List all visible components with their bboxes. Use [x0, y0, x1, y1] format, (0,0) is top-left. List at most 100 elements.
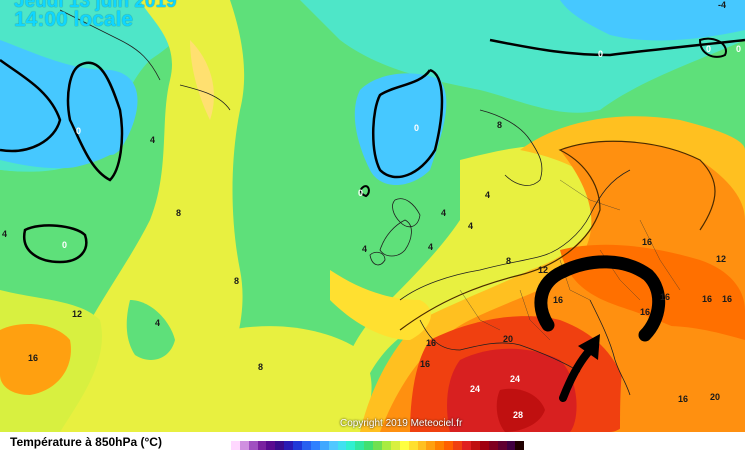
- legend-swatch: [222, 441, 231, 450]
- legend-swatch: [257, 441, 267, 450]
- legend-swatch: [293, 441, 303, 450]
- legend-swatch: [284, 441, 294, 450]
- contour-label: 4: [468, 221, 473, 231]
- legend-swatch: [328, 441, 338, 450]
- legend-swatch: [462, 441, 471, 450]
- legend-swatch: [310, 441, 320, 450]
- legend-swatch: [453, 441, 463, 450]
- temperature-map: -4 0 0 0 0 0 0 0 4 4 4 4 4 4 4 4 8 8 8 8…: [0, 0, 745, 432]
- copyright-text: Copyright 2019 Meteociel.fr: [340, 418, 463, 429]
- coast-norway: [479, 109, 543, 186]
- border-1: [459, 289, 501, 331]
- legend-swatch: [444, 441, 454, 450]
- contour-label: 4: [155, 318, 160, 328]
- contour-label: 0: [62, 240, 67, 250]
- contour-label: 8: [258, 362, 263, 372]
- field-yellow-europe: [330, 145, 613, 432]
- field-yellow-biscay: [330, 270, 431, 340]
- coastlines: [59, 9, 631, 396]
- legend-swatch: [470, 441, 480, 450]
- contour-label: 12: [72, 309, 82, 319]
- contour-label: 20: [710, 392, 720, 402]
- border-6: [559, 179, 621, 211]
- contour-label: 4: [2, 229, 7, 239]
- contour-label: 4: [428, 242, 433, 252]
- contour-zero-arctic-small: [698, 37, 727, 58]
- legend-swatch: [266, 441, 276, 450]
- field-orange-southwest: [0, 324, 71, 395]
- coast-britain: [379, 219, 412, 257]
- contour-label: 4: [485, 190, 490, 200]
- field-red-darkest: [496, 388, 545, 432]
- legend-swatch: [497, 441, 507, 450]
- annotation-arrow-head: [578, 334, 600, 360]
- contour-label: 0: [414, 123, 419, 133]
- contour-label: 16: [678, 394, 688, 404]
- contour-zero-small: [359, 185, 370, 198]
- contour-sixteen: [399, 140, 716, 331]
- contour-label: 28: [513, 410, 523, 420]
- contour-label: 16: [426, 338, 436, 348]
- legend-swatch: [479, 441, 489, 450]
- legend-swatch: [390, 441, 400, 450]
- contour-label: 0: [736, 44, 741, 54]
- coast-italy: [589, 299, 631, 396]
- legend-swatch: [248, 441, 258, 450]
- contour-label: 4: [150, 135, 155, 145]
- legend-swatch: [319, 441, 329, 450]
- border-2: [519, 289, 551, 341]
- legend-swatch: [239, 441, 249, 450]
- field-blue-arctic: [560, 0, 745, 41]
- contour-label: 0: [706, 44, 711, 54]
- legend-swatch: [275, 441, 285, 450]
- contour-label: -4: [718, 0, 726, 10]
- contour-label: 24: [510, 374, 520, 384]
- legend-swatch: [302, 441, 311, 450]
- legend-swatch: [346, 441, 356, 450]
- field-yellow-light: [190, 40, 214, 120]
- contour-label: 8: [497, 120, 502, 130]
- temperature-field: -4 0 0 0 0 0 0 0 4 4 4 4 4 4 4 4 8 8 8 8…: [0, 0, 745, 432]
- coast-scotland: [392, 198, 421, 228]
- contour-label: 16: [660, 292, 670, 302]
- contour-label: 0: [598, 49, 603, 59]
- contour-label: 16: [640, 307, 650, 317]
- legend-swatch: [373, 441, 383, 450]
- contour-zero-arctic: [489, 38, 745, 57]
- legend-swatch: [417, 441, 427, 450]
- contour-label: 8: [234, 276, 239, 286]
- contour-label: 8: [176, 208, 181, 218]
- contour-label: 0: [358, 188, 363, 198]
- legend-title: Température à 850hPa (°C): [10, 435, 162, 449]
- forecast-date: Jeudi 13 juin 2019: [14, 0, 177, 12]
- legend-swatch: [230, 441, 240, 450]
- coast-europe-north: [399, 169, 631, 301]
- contour-label: 20: [503, 334, 513, 344]
- contour-label: 16: [420, 359, 430, 369]
- contour-labels: -4 0 0 0 0 0 0 0 4 4 4 4 4 4 4 4 8 8 8 8…: [2, 0, 741, 420]
- field-yellow-lower: [180, 326, 372, 432]
- contour-label: 24: [470, 384, 480, 394]
- coast-greenland: [59, 9, 161, 81]
- coast-iberia: [419, 319, 581, 373]
- contour-label: 16: [702, 294, 712, 304]
- legend-swatch: [364, 441, 374, 450]
- coast-ireland: [369, 251, 386, 266]
- contour-zero-west: [0, 58, 62, 153]
- legend-swatch: [408, 441, 418, 450]
- legend-color-scale: [222, 441, 525, 450]
- contour-label: 4: [441, 208, 446, 218]
- field-green-southwest: [126, 300, 175, 360]
- legend-swatch: [382, 441, 391, 450]
- contour-label: 16: [722, 294, 732, 304]
- contour-label: 16: [553, 295, 563, 305]
- contour-label: 16: [28, 353, 38, 363]
- legend-swatch: [426, 441, 436, 450]
- contour-label: 0: [76, 126, 81, 136]
- contour-zero-greenland: [66, 61, 124, 182]
- legend-swatch: [435, 441, 445, 450]
- contour-label: 8: [506, 256, 511, 266]
- border-5: [639, 219, 681, 291]
- field-orange-southeast: [620, 325, 745, 432]
- legend-swatch: [355, 441, 365, 450]
